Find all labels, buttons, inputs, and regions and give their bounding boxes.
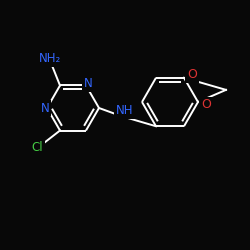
Text: NH: NH (116, 104, 134, 118)
Text: N: N (84, 77, 92, 90)
Text: O: O (187, 68, 197, 81)
Text: Cl: Cl (31, 141, 43, 154)
Text: N: N (40, 102, 50, 114)
Text: O: O (201, 98, 211, 112)
Text: NH₂: NH₂ (39, 52, 61, 65)
